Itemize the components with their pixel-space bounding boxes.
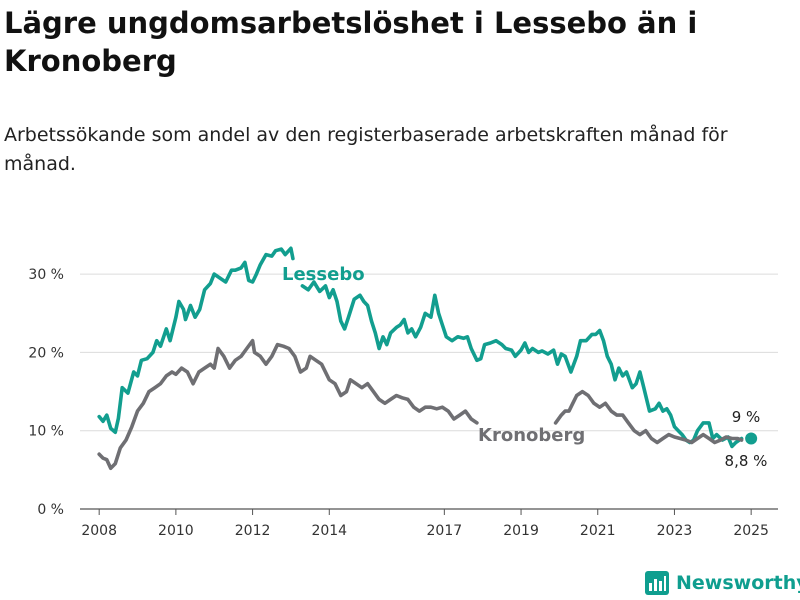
series-line-lessebo — [300, 280, 744, 449]
series-label-kronoberg: Kronoberg — [478, 425, 585, 446]
brand-name: Newsworthy — [676, 572, 800, 594]
grid-lines — [80, 273, 778, 510]
y-tick-label: 10 % — [28, 424, 64, 440]
x-tick-label: 2019 — [503, 523, 539, 539]
y-tick-label: 20 % — [28, 345, 64, 361]
chart-labels: Lessebo Kronoberg 9 % 8,8 % — [282, 264, 767, 470]
end-value-lessebo: 9 % — [732, 408, 761, 426]
x-tick-label: 2008 — [81, 523, 117, 539]
chart-subtitle: Arbetssökande som andel av den registerb… — [4, 124, 728, 175]
x-tick-label: 2025 — [733, 523, 769, 539]
x-tick-label: 2023 — [657, 523, 693, 539]
series-line-kronoberg — [553, 389, 744, 445]
series-line-kronoberg — [97, 338, 479, 471]
x-tick-label: 2012 — [235, 523, 271, 539]
end-point-marker — [745, 432, 758, 445]
y-tick-label: 0 % — [37, 502, 64, 518]
newsworthy-logo: Newsworthy — [644, 570, 800, 596]
line-chart: 0 % 10 % 20 % 30 % 2008 2010 2012 2014 2017 2019 2… — [28, 246, 778, 539]
series-label-lessebo: Lessebo — [282, 264, 365, 285]
chart-title: Lägre ungdomsarbetslöshet i Lessebo än i… — [4, 6, 698, 78]
x-tick-label: 2010 — [158, 523, 194, 539]
series-line-lessebo — [97, 246, 295, 435]
end-value-kronoberg: 8,8 % — [725, 452, 768, 470]
x-tick-label: 2014 — [311, 523, 347, 539]
axes: 0 % 10 % 20 % 30 % 2008 2010 2012 2014 2017 2019 2… — [28, 267, 769, 539]
x-tick-label: 2017 — [427, 523, 463, 539]
y-tick-label: 30 % — [28, 267, 64, 283]
x-tick-label: 2021 — [580, 523, 616, 539]
series-lines — [97, 246, 758, 471]
bar-chart-logo-icon — [645, 571, 669, 595]
